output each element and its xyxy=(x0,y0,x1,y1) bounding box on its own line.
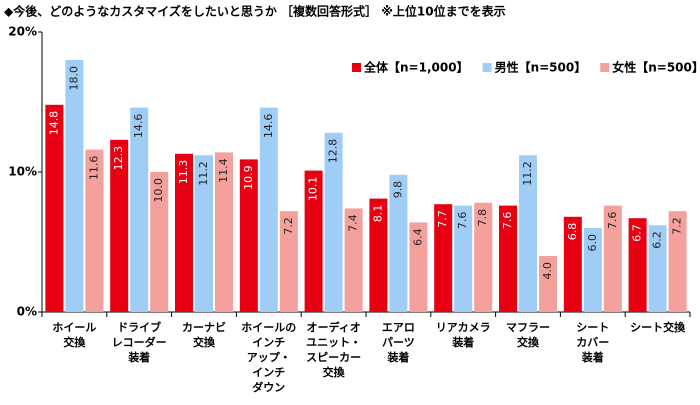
bar xyxy=(389,174,408,312)
value-label: 6.0 xyxy=(586,234,599,252)
legend-label: 男性【n=500】 xyxy=(495,60,587,75)
x-tick-label: オーディオ ユニット・ スピーカー 交換 xyxy=(306,321,362,379)
legend-swatch xyxy=(600,63,610,72)
x-tick-label: ホイール 交換 xyxy=(52,321,97,349)
value-label: 14.6 xyxy=(262,114,275,139)
bar xyxy=(279,211,298,312)
legend-label: 女性【n=500】 xyxy=(612,60,700,75)
value-label: 11.4 xyxy=(217,158,230,183)
bar xyxy=(519,155,537,312)
bar xyxy=(648,225,667,312)
bar xyxy=(409,222,428,312)
value-label: 14.8 xyxy=(47,111,60,136)
bar xyxy=(474,202,493,312)
legend-swatch xyxy=(352,63,361,72)
bar xyxy=(85,149,104,312)
x-tick-label: ドライブ レコーダー 装着 xyxy=(111,321,167,364)
bar xyxy=(628,218,647,312)
bar xyxy=(304,170,323,312)
y-tick-label: 20% xyxy=(8,25,37,39)
bar xyxy=(499,205,517,312)
value-label: 7.6 xyxy=(606,212,619,230)
value-label: 6.8 xyxy=(566,223,579,241)
value-label: 7.7 xyxy=(436,210,449,228)
bar xyxy=(150,172,169,312)
value-label: 11.2 xyxy=(197,161,210,186)
value-label: 12.3 xyxy=(112,146,125,171)
x-tick-label: カーナビ 交換 xyxy=(182,321,226,349)
x-tick-label: リアカメラ 装着 xyxy=(435,321,491,349)
value-label: 18.0 xyxy=(67,66,80,91)
bar xyxy=(668,211,687,312)
bar xyxy=(603,205,622,312)
value-label: 10.1 xyxy=(307,177,320,202)
legend-label: 全体【n=1,000】 xyxy=(363,60,469,75)
value-label: 6.7 xyxy=(631,224,644,242)
value-label: 7.6 xyxy=(501,212,514,230)
y-tick-label: 0% xyxy=(17,305,37,319)
x-tick-label: ホイールの インチ アップ・ インチ ダウン xyxy=(241,321,297,394)
value-label: 12.8 xyxy=(327,139,340,164)
value-label: 8.1 xyxy=(371,205,384,223)
bar xyxy=(259,107,278,312)
value-label: 7.2 xyxy=(671,217,684,235)
value-label: 7.2 xyxy=(282,217,295,235)
chart-title: ◆今後、どのようなカスタマイズをしたいと思うか ［複数回答形式］ ※上位10位ま… xyxy=(4,4,506,19)
value-label: 4.0 xyxy=(541,262,554,280)
x-tick-label: シート カバー 装着 xyxy=(576,321,610,364)
x-tick-label: マフラー 交換 xyxy=(506,321,550,349)
bar xyxy=(434,204,453,312)
value-label: 11.2 xyxy=(521,161,534,186)
value-label: 11.6 xyxy=(87,156,100,181)
bar xyxy=(65,60,84,312)
bar xyxy=(195,155,213,312)
bar xyxy=(454,205,473,312)
bar xyxy=(324,132,343,312)
value-label: 11.3 xyxy=(177,160,190,185)
bar xyxy=(175,153,193,312)
bar xyxy=(583,228,602,312)
bar xyxy=(130,107,149,312)
bar xyxy=(369,198,388,312)
value-label: 7.4 xyxy=(347,214,360,232)
value-label: 14.6 xyxy=(132,114,145,139)
bar xyxy=(239,159,258,312)
bar xyxy=(344,208,363,312)
bar xyxy=(110,139,129,312)
value-label: 6.4 xyxy=(411,228,424,246)
x-tick-label: エアロ パーツ 装着 xyxy=(381,321,415,364)
value-label: 7.8 xyxy=(476,209,489,227)
value-label: 9.8 xyxy=(391,181,404,199)
bar xyxy=(563,216,582,312)
bar xyxy=(45,104,64,312)
value-label: 10.9 xyxy=(242,165,255,190)
x-tick-label: シート交換 xyxy=(630,321,686,334)
bar xyxy=(539,256,557,312)
legend-swatch xyxy=(482,63,492,72)
value-label: 7.6 xyxy=(456,212,469,230)
value-label: 6.2 xyxy=(651,231,664,249)
bar xyxy=(215,152,233,312)
value-label: 10.0 xyxy=(152,178,165,203)
y-tick-label: 10% xyxy=(8,165,37,179)
